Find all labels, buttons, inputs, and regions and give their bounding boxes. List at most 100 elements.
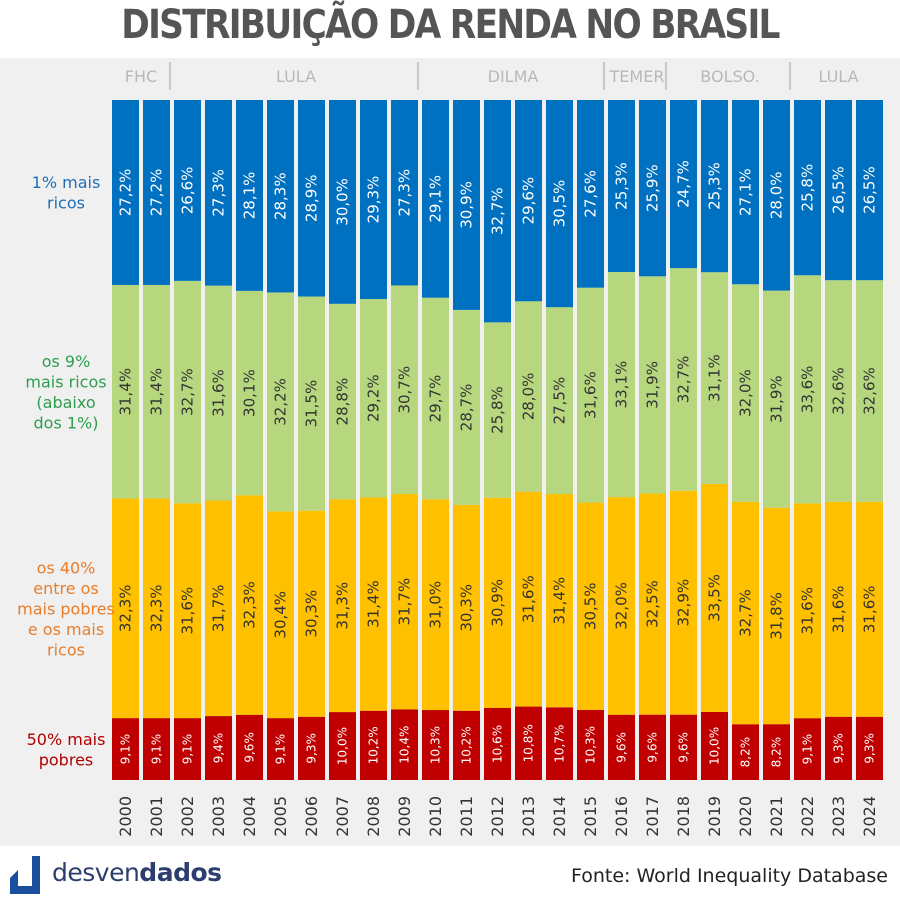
data-label-middle40-2013: 31,6%	[520, 575, 538, 623]
bar-middle40-2003	[205, 500, 232, 717]
logo-shape	[10, 856, 40, 894]
desvendados-logo-icon	[10, 856, 40, 894]
bar-top1-2022	[794, 100, 821, 276]
bar-top1-2011	[453, 100, 480, 310]
bar-bottom50-2004	[236, 714, 263, 780]
data-label-bottom50-2000: 9,1%	[119, 734, 133, 765]
x-tick-label-2024: 2024	[860, 796, 879, 837]
bar-bottom50-2000	[112, 718, 139, 780]
x-tick-label-2022: 2022	[798, 796, 817, 837]
x-tick-label-2011: 2011	[457, 796, 476, 837]
data-label-next9-2011: 28,7%	[458, 384, 476, 432]
data-label-top1-2011: 30,9%	[458, 181, 476, 229]
data-label-bottom50-2005: 9,1%	[274, 734, 288, 765]
bar-bottom50-2024	[856, 716, 883, 780]
bar-top1-2015	[577, 100, 604, 288]
data-label-next9-2003: 31,6%	[210, 369, 228, 417]
row-label-line: e os mais	[28, 619, 104, 638]
bar-next9-2006	[298, 296, 325, 511]
data-label-bottom50-2020: 8,2%	[739, 737, 753, 768]
data-label-top1-2020: 27,1%	[737, 168, 755, 216]
data-label-next9-2024: 32,6%	[861, 367, 879, 415]
data-label-next9-2007: 28,8%	[334, 378, 352, 426]
bar-top1-2003	[205, 100, 232, 286]
bar-middle40-2007	[329, 499, 356, 713]
period-label-lula: LULA	[818, 67, 858, 86]
bar-bottom50-2023	[825, 716, 852, 780]
data-label-bottom50-2017: 9,6%	[646, 732, 660, 763]
bar-next9-2013	[515, 301, 542, 492]
bar-bottom50-2014	[546, 707, 573, 780]
data-label-middle40-2010: 31,0%	[427, 581, 445, 629]
data-label-top1-2007: 30,0%	[334, 178, 352, 226]
data-label-middle40-2005: 30,4%	[272, 591, 290, 639]
row-label-middle40: os 40% entre os mais pobres e os mais ricos	[17, 558, 115, 659]
data-label-middle40-2016: 32,0%	[613, 582, 631, 630]
bar-next9-2015	[577, 287, 604, 503]
x-tick-label-2006: 2006	[302, 796, 321, 837]
bar-bottom50-2001	[143, 718, 170, 780]
bar-bottom50-2010	[422, 710, 449, 780]
data-label-next9-2002: 32,7%	[179, 368, 197, 416]
bar-middle40-2013	[515, 491, 542, 707]
data-label-top1-2008: 29,3%	[365, 176, 383, 224]
data-label-middle40-2021: 31,8%	[768, 592, 786, 640]
period-label-bolso: BOLSO.	[700, 67, 759, 86]
data-label-top1-2004: 28,1%	[241, 172, 259, 220]
bar-bottom50-2022	[794, 718, 821, 780]
bar-middle40-2005	[267, 511, 294, 719]
data-label-middle40-2017: 32,5%	[644, 580, 662, 628]
row-label-line: ricos	[47, 640, 85, 659]
bar-middle40-2024	[856, 501, 883, 717]
data-label-middle40-2002: 31,6%	[179, 587, 197, 635]
source-note: Fonte: World Inequality Database	[570, 865, 888, 887]
data-label-middle40-2012: 30,9%	[489, 579, 507, 627]
data-label-top1-2003: 27,3%	[210, 169, 228, 217]
bar-middle40-2018	[670, 490, 697, 715]
bar-top1-2008	[360, 100, 387, 300]
bar-bottom50-2003	[205, 716, 232, 780]
data-label-middle40-2024: 31,6%	[861, 585, 879, 633]
data-label-top1-2024: 26,5%	[861, 166, 879, 214]
bar-middle40-2002	[174, 503, 201, 719]
bar-bottom50-2021	[763, 724, 790, 780]
x-tick-label-2012: 2012	[488, 796, 507, 837]
bar-next9-2010	[422, 297, 449, 500]
bar-top1-2016	[608, 100, 635, 273]
data-label-bottom50-2016: 9,6%	[615, 732, 629, 763]
data-label-bottom50-2008: 10,2%	[367, 726, 381, 764]
bar-middle40-2021	[763, 507, 790, 725]
data-label-bottom50-2010: 10,3%	[429, 726, 443, 764]
bar-middle40-2004	[236, 495, 263, 715]
data-label-bottom50-2023: 9,3%	[832, 733, 846, 764]
x-tick-label-2001: 2001	[147, 796, 166, 837]
x-tick-label-2018: 2018	[674, 796, 693, 837]
data-label-bottom50-2022: 9,1%	[801, 734, 815, 765]
data-label-next9-2013: 28,0%	[520, 373, 538, 421]
x-tick-label-2023: 2023	[829, 796, 848, 837]
bar-middle40-2015	[577, 502, 604, 710]
data-label-top1-2022: 25,8%	[799, 164, 817, 212]
data-label-next9-2019: 31,1%	[706, 354, 724, 402]
bar-bottom50-2005	[267, 718, 294, 780]
x-tick-label-2008: 2008	[364, 796, 383, 837]
row-label-next9: os 9% mais ricos (abaixo dos 1%)	[25, 351, 106, 432]
bar-top1-2018	[670, 100, 697, 269]
data-label-middle40-2004: 32,3%	[241, 581, 259, 629]
data-label-bottom50-2024: 9,3%	[863, 733, 877, 764]
bar-next9-2014	[546, 307, 573, 495]
data-label-bottom50-2013: 10,8%	[522, 724, 536, 762]
data-label-middle40-2014: 31,4%	[551, 577, 569, 625]
period-label-dilma: DILMA	[488, 67, 539, 86]
bar-middle40-2022	[794, 503, 821, 719]
bar-top1-2000	[112, 100, 139, 285]
data-label-next9-2016: 33,1%	[613, 361, 631, 409]
data-label-next9-2023: 32,6%	[830, 367, 848, 415]
bar-next9-2004	[236, 290, 263, 496]
bar-top1-2019	[701, 100, 728, 273]
data-label-next9-2001: 31,4%	[148, 368, 166, 416]
data-label-bottom50-2006: 9,3%	[305, 733, 319, 764]
data-label-top1-2010: 29,1%	[427, 175, 445, 223]
bar-next9-2017	[639, 276, 666, 494]
data-label-bottom50-2009: 10,4%	[398, 726, 412, 764]
